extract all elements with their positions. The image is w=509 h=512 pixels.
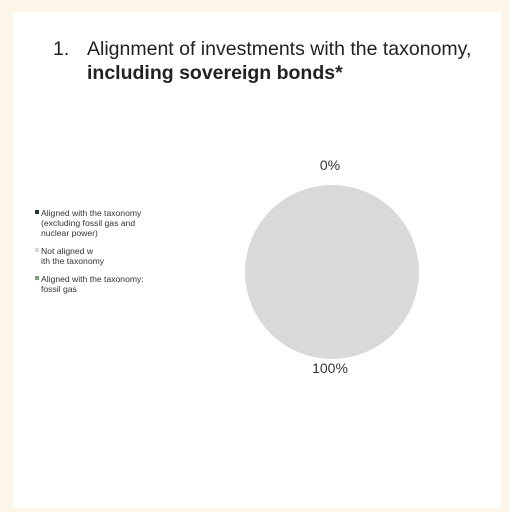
legend-item: Aligned with the taxonomy (excluding fos… — [35, 208, 210, 238]
pie-slice-1 — [245, 185, 419, 359]
heading-plain-text: Alignment of investments with the taxono… — [87, 38, 472, 60]
heading-number: 1. — [53, 38, 70, 60]
heading-bold-text: including sovereign bonds* — [87, 62, 343, 84]
legend-swatch — [35, 276, 39, 280]
legend-item: Aligned with the taxonomy: fossil gas — [35, 274, 210, 294]
legend-label: Not aligned w ith the taxonomy — [41, 246, 105, 266]
data-label-top: 0% — [319, 157, 341, 173]
legend-item: Not aligned w ith the taxonomy — [35, 246, 210, 266]
legend-label: Aligned with the taxonomy: fossil gas — [41, 274, 144, 294]
legend-swatch — [35, 248, 39, 252]
legend-swatch — [35, 210, 39, 214]
data-label-bottom: 100% — [312, 360, 348, 376]
legend-label: Aligned with the taxonomy (excluding fos… — [41, 208, 142, 238]
chart-legend: Aligned with the taxonomy (excluding fos… — [35, 208, 210, 302]
heading-text: Alignment of investments with the taxono… — [87, 37, 497, 85]
